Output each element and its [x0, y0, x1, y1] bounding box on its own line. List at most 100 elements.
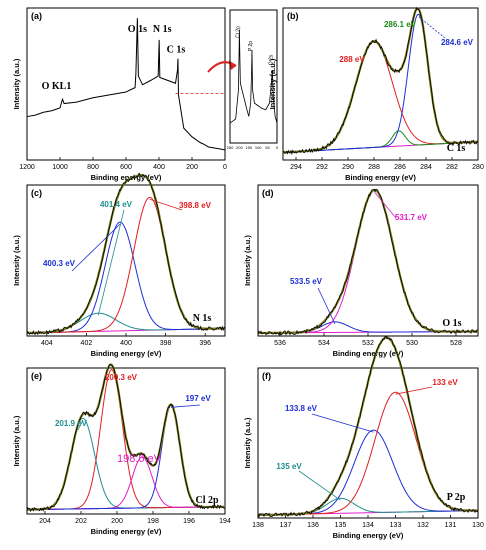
x-tick-label: 200 — [111, 518, 123, 525]
x-tick-label: 138 — [252, 522, 264, 529]
component-peak — [257, 189, 479, 334]
peak-annotation: 533.5 eV — [290, 277, 323, 286]
panel-5: 204 202 200 198 196 194 Binding energy (eV) Int… — [12, 363, 231, 536]
x-tick-label: 1000 — [52, 164, 68, 171]
x-tick-label: 404 — [41, 340, 53, 347]
x-tick-label: 402 — [81, 340, 93, 347]
peak-label: N 1s — [153, 24, 172, 35]
x-tick-label: 534 — [318, 340, 330, 347]
panel-6: 138 137 136 135 134 133 132 131 130 Binding energ… — [243, 335, 484, 540]
peak-annotation: 531.7 eV — [395, 213, 428, 222]
annotation-leader — [395, 386, 433, 395]
fit-envelope — [257, 336, 479, 517]
component-peak — [282, 40, 479, 153]
x-tick-label: 532 — [362, 340, 374, 347]
annotation-leader — [374, 191, 397, 219]
inset-peak-label: O 2s — [268, 54, 274, 65]
inset-tick-label: 50 — [265, 145, 270, 150]
y-axis-label: Intensity (a.u.) — [12, 58, 21, 109]
x-tick-label: 0 — [223, 164, 227, 171]
x-tick-label: 396 — [199, 340, 211, 347]
x-axis-label: Binding energy (eV) — [333, 349, 404, 358]
inset-tick-label: 150 — [245, 145, 252, 150]
x-tick-label: 800 — [87, 164, 99, 171]
y-axis-label: Intensity (a.u.) — [12, 415, 21, 466]
x-tick-label: 200 — [186, 164, 198, 171]
y-axis-label: Intensity (a.u.) — [243, 235, 252, 286]
peak-annotation: 401.4 eV — [100, 200, 133, 209]
x-tick-label: 137 — [280, 522, 292, 529]
inset-panel: 250 200 150 100 50 0 Cl 2p P 2p O 2s — [227, 9, 279, 150]
x-tick-label: 600 — [120, 164, 132, 171]
inset-tick-label: 250 — [227, 145, 234, 150]
plot-frame — [257, 367, 479, 519]
annotation-leader — [149, 198, 183, 211]
x-tick-label: 130 — [472, 522, 484, 529]
raw-spectrum — [257, 335, 479, 518]
x-tick-label: 528 — [450, 340, 462, 347]
x-tick-label: 202 — [75, 518, 87, 525]
raw-spectrum — [282, 6, 479, 156]
peak-annotation: 288 eV — [339, 55, 365, 64]
component-peak — [257, 429, 479, 516]
x-tick-label: 131 — [445, 522, 457, 529]
survey-line — [26, 18, 226, 151]
element-label: Cl 2p — [195, 495, 219, 506]
component-peak — [282, 13, 479, 153]
panel-2: 294 292 290 288 286 284 282 280 Binding energy (… — [268, 6, 484, 182]
peak-label: O KL1 — [42, 81, 72, 92]
peak-label: C 1s — [167, 45, 186, 56]
peak-annotation: 400.3 eV — [43, 259, 76, 268]
annotation-leader — [298, 470, 341, 501]
x-tick-label: 136 — [307, 522, 319, 529]
x-tick-label: 294 — [290, 164, 302, 171]
panel-label: (a) — [31, 11, 42, 21]
x-tick-label: 282 — [446, 164, 458, 171]
panel-label: (f) — [262, 371, 271, 381]
x-tick-label: 204 — [39, 518, 51, 525]
panel-3: 404 402 400 398 396 Binding energy (eV) Intens… — [12, 172, 226, 358]
panel-label: (e) — [31, 371, 42, 381]
x-axis-label: Binding energy (eV) — [333, 531, 404, 540]
fit-envelope — [282, 7, 479, 154]
fit-envelope — [257, 189, 479, 335]
x-tick-label: 133 — [390, 522, 402, 529]
element-label: C 1s — [447, 143, 466, 154]
peak-annotation: 284.6 eV — [441, 38, 474, 47]
element-label: O 1s — [442, 318, 461, 329]
fit-envelope — [26, 173, 226, 335]
peak-annotation: 198.6 eV — [117, 453, 162, 465]
panel-label: (d) — [262, 188, 274, 198]
x-tick-label: 135 — [335, 522, 347, 529]
peak-label: O 1s — [128, 24, 147, 35]
x-tick-label: 536 — [274, 340, 286, 347]
y-axis-label: Intensity (a.u.) — [268, 58, 277, 109]
x-axis-label: Binding energy (eV) — [91, 349, 162, 358]
plot-frame — [257, 184, 479, 337]
x-tick-label: 134 — [362, 522, 374, 529]
inset-tick-label: 100 — [255, 145, 262, 150]
x-axis-label: Binding energy (eV) — [345, 173, 416, 182]
inset-peak-label: Cl 2p — [235, 26, 241, 38]
peak-annotation: 200.3 eV — [105, 373, 138, 382]
x-tick-label: 292 — [316, 164, 328, 171]
x-axis-label: Binding energy (eV) — [91, 527, 162, 536]
peak-annotation: 133 eV — [432, 378, 458, 387]
x-tick-label: 1200 — [19, 164, 35, 171]
x-tick-label: 400 — [153, 164, 165, 171]
inset-tick-label: 0 — [276, 145, 279, 150]
x-tick-label: 280 — [472, 164, 484, 171]
inset-line — [229, 29, 278, 124]
plot-frame — [282, 7, 479, 161]
annotation-leader — [170, 404, 201, 408]
plot-frame — [26, 367, 226, 515]
y-axis-label: Intensity (a.u.) — [12, 235, 21, 286]
y-axis-label: Intensity (a.u.) — [243, 417, 252, 468]
zoom-arrow-head — [229, 60, 236, 70]
x-tick-label: 286 — [394, 164, 406, 171]
x-tick-label: 398 — [160, 340, 172, 347]
raw-spectrum — [257, 188, 479, 336]
x-axis-label: Binding energy (eV) — [91, 173, 162, 182]
inset-frame — [229, 9, 278, 144]
annotation-leader — [71, 223, 121, 272]
